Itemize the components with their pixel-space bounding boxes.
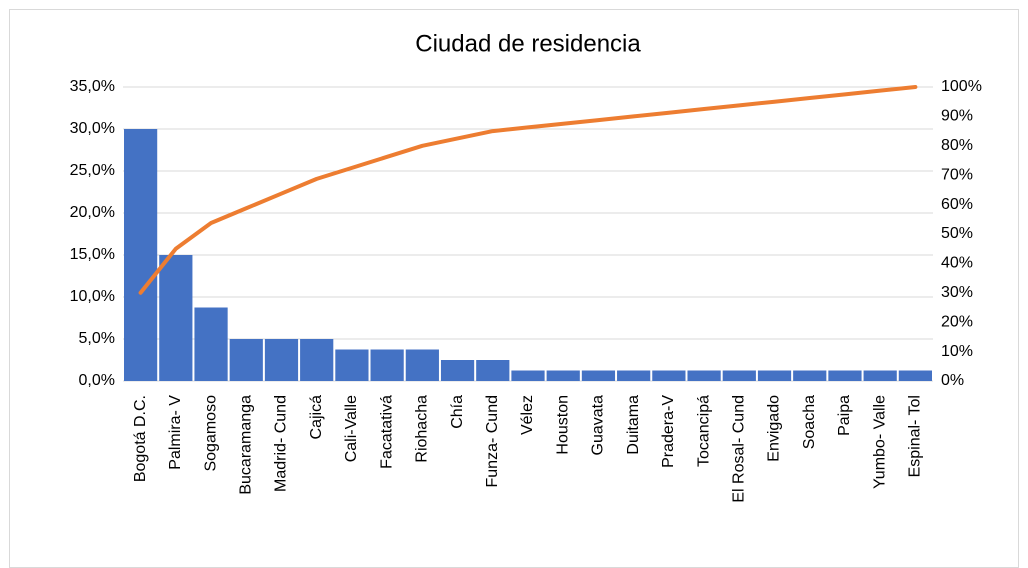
bar bbox=[687, 370, 721, 381]
x-tick-label: Duitama bbox=[625, 395, 642, 455]
bar bbox=[828, 370, 862, 381]
y2-tick-label: 40% bbox=[941, 255, 973, 272]
bar bbox=[476, 360, 510, 381]
bar bbox=[581, 370, 616, 381]
bar bbox=[617, 370, 651, 381]
x-tick-label: Facatativá bbox=[378, 395, 395, 469]
bar bbox=[898, 370, 932, 381]
x-tick-label: Pradera-V bbox=[660, 395, 677, 468]
x-tick-label: Houston bbox=[554, 395, 571, 455]
bar bbox=[652, 370, 686, 381]
x-tick-label: Espinal- Tol bbox=[907, 395, 924, 477]
y2-tick-label: 30% bbox=[941, 284, 973, 301]
x-tick-label: Vélez bbox=[519, 395, 536, 435]
x-tick-label: Cajicá bbox=[308, 395, 325, 440]
y2-tick-label: 50% bbox=[941, 225, 973, 242]
bar bbox=[264, 339, 299, 381]
x-tick-label: El Rosal- Cund bbox=[731, 395, 748, 503]
y-tick-label: 5,0% bbox=[79, 330, 115, 347]
x-tick-label: Funza- Cund bbox=[484, 395, 501, 488]
x-tick-label: Madrid- Cund bbox=[273, 395, 290, 492]
x-tick-label: Chía bbox=[449, 395, 466, 429]
bar bbox=[511, 370, 545, 381]
y-tick-label: 25,0% bbox=[70, 162, 115, 179]
bar bbox=[194, 307, 228, 381]
bar bbox=[300, 339, 334, 381]
x-tick-label: Cali-Valle bbox=[343, 395, 360, 462]
y-tick-label: 20,0% bbox=[70, 204, 115, 221]
y-tick-label: 30,0% bbox=[70, 120, 115, 137]
y2-tick-label: 0% bbox=[941, 372, 964, 389]
y2-tick-label: 60% bbox=[941, 196, 973, 213]
y2-tick-label: 90% bbox=[941, 108, 973, 125]
x-tick-label: Envigado bbox=[766, 395, 783, 462]
y2-tick-label: 80% bbox=[941, 137, 973, 154]
x-tick-label: Yumbo- Valle bbox=[871, 395, 888, 489]
y2-tick-label: 70% bbox=[941, 166, 973, 183]
bar bbox=[405, 349, 439, 381]
bar bbox=[124, 129, 158, 381]
y-tick-label: 10,0% bbox=[70, 288, 115, 305]
y2-tick-label: 100% bbox=[941, 78, 982, 95]
bar bbox=[229, 339, 263, 381]
y2-tick-label: 20% bbox=[941, 313, 973, 330]
bar bbox=[722, 370, 756, 381]
bar bbox=[757, 370, 792, 381]
chart-title: Ciudad de residencia bbox=[415, 30, 641, 57]
x-tick-label: Soacha bbox=[801, 395, 818, 449]
y2-tick-label: 10% bbox=[941, 343, 973, 360]
y-tick-label: 15,0% bbox=[70, 246, 115, 263]
x-tick-label: Palmira- V bbox=[167, 395, 184, 470]
bar bbox=[793, 370, 827, 381]
x-tick-label: Riohacha bbox=[414, 395, 431, 463]
y-tick-label: 35,0% bbox=[70, 78, 115, 95]
y-tick-label: 0,0% bbox=[79, 372, 115, 389]
bar bbox=[370, 349, 404, 381]
bar bbox=[863, 370, 897, 381]
bar bbox=[335, 349, 369, 381]
x-tick-label: Tocancipá bbox=[695, 395, 712, 467]
x-tick-label: Sogamoso bbox=[202, 395, 219, 472]
x-tick-label: Paipa bbox=[836, 395, 853, 436]
cumulative-line bbox=[138, 85, 918, 295]
x-tick-label: Bogotá D.C. bbox=[132, 395, 149, 482]
x-tick-label: Guavata bbox=[590, 395, 607, 456]
bar bbox=[440, 360, 475, 381]
bar bbox=[546, 370, 580, 381]
x-tick-label: Bucaramanga bbox=[237, 395, 254, 495]
bar bbox=[159, 255, 193, 381]
